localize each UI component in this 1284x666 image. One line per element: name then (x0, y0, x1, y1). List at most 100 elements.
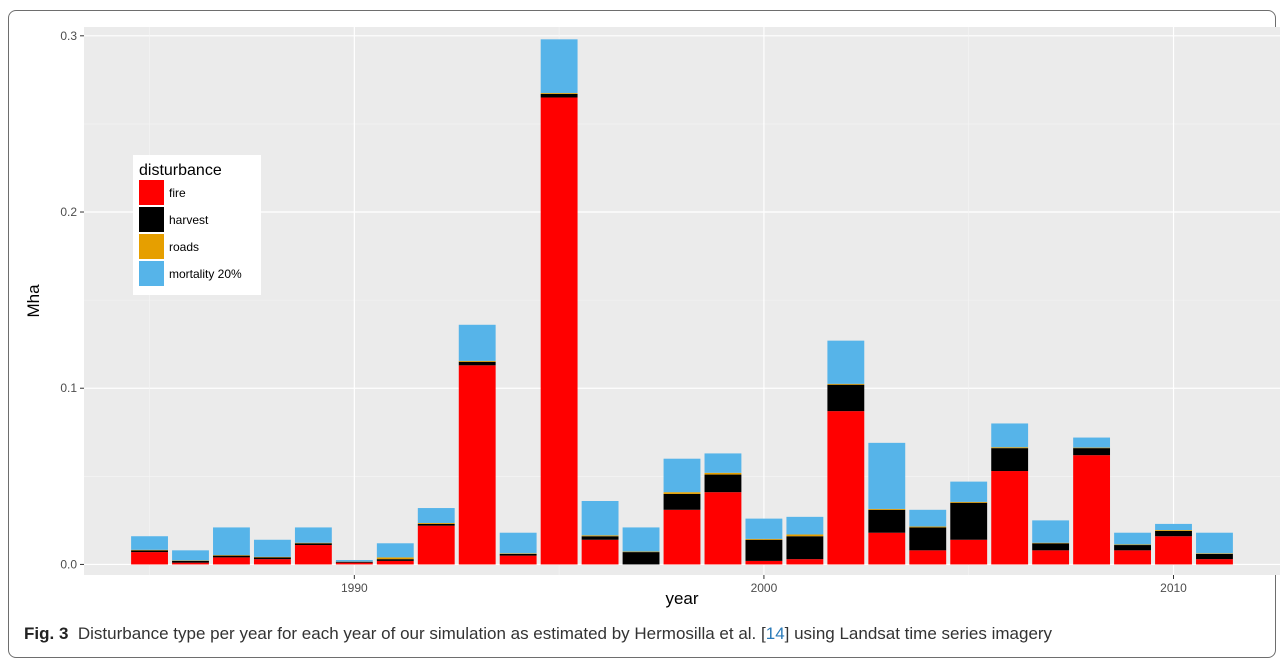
bar-harvest-1999 (704, 474, 742, 493)
bar-fire-1991 (376, 560, 414, 565)
x-axis-title: year (665, 589, 698, 608)
bar-roads-2008 (1073, 447, 1111, 449)
bar-roads-1994 (499, 553, 537, 554)
bar-mortality-20--1990 (335, 560, 373, 562)
caption-label: Fig. 3 (24, 624, 69, 643)
caption-reference-link[interactable]: 14 (765, 624, 785, 643)
bar-mortality-20--1995 (540, 39, 578, 94)
bar-mortality-20--1993 (458, 324, 496, 361)
bar-mortality-20--1991 (376, 543, 414, 558)
bar-harvest-2010 (1155, 530, 1192, 537)
bar-harvest-2007 (1032, 543, 1070, 551)
bar-fire-1992 (417, 525, 455, 565)
legend-swatch-fire (139, 180, 164, 205)
bar-roads-1993 (458, 360, 496, 362)
bar-roads-1996 (581, 535, 619, 537)
bar-harvest-1987 (213, 555, 250, 558)
bar-mortality-20--2002 (827, 340, 865, 384)
bar-mortality-20--1986 (172, 550, 209, 561)
bar-fire-2003 (868, 532, 906, 565)
bar-roads-2000 (745, 538, 783, 540)
bar-fire-1988 (253, 559, 291, 565)
axes: 0.0 0.1 0.2 0.3 1990 2000 2010 (60, 29, 1187, 595)
bar-mortality-20--2003 (868, 442, 906, 509)
bar-harvest-1985 (131, 550, 168, 553)
bar-roads-1988 (253, 556, 291, 558)
bar-fire-2011 (1196, 559, 1233, 565)
bar-harvest-1988 (253, 557, 291, 560)
legend-swatch-mortality-20- (139, 261, 164, 286)
bar-fire-1990 (335, 562, 373, 565)
bar-harvest-2005 (950, 502, 988, 540)
bar-roads-2009 (1114, 544, 1151, 546)
legend-swatch-roads (139, 234, 164, 259)
bar-roads-2007 (1032, 542, 1070, 544)
bar-fire-2005 (950, 539, 988, 565)
bar-roads-2005 (950, 501, 988, 503)
legend-items: fire harvest roads mortality 20% (139, 180, 242, 286)
bar-mortality-20--1994 (499, 532, 537, 554)
y-tick-label: 0.2 (60, 205, 77, 219)
bar-roads-1999 (704, 472, 742, 475)
bar-harvest-2004 (909, 527, 947, 551)
bar-harvest-1998 (663, 493, 701, 510)
y-axis-title: Mha (24, 284, 43, 318)
bar-roads-2002 (827, 383, 865, 385)
bar-fire-2004 (909, 550, 947, 565)
bar-harvest-1997 (622, 552, 660, 565)
bar-fire-1986 (172, 562, 209, 565)
legend-label: roads (169, 240, 199, 254)
bar-roads-1987 (213, 555, 250, 556)
y-tick-label: 0.1 (60, 381, 77, 395)
bar-fire-1995 (540, 97, 578, 565)
y-tick-label: 0.3 (60, 29, 77, 43)
bar-fire-1996 (581, 539, 619, 565)
bar-roads-2006 (991, 447, 1029, 449)
bars (131, 39, 1233, 565)
bar-harvest-1995 (540, 93, 578, 98)
bar-harvest-1990 (335, 561, 373, 563)
bar-mortality-20--2011 (1196, 532, 1233, 554)
x-tick-label: 1990 (341, 581, 368, 595)
bar-roads-2010 (1155, 530, 1192, 531)
bar-fire-1985 (131, 552, 168, 565)
bar-fire-1999 (704, 492, 742, 565)
bar-mortality-20--2004 (909, 509, 947, 527)
bar-harvest-2011 (1196, 553, 1233, 560)
bar-mortality-20--2006 (991, 423, 1029, 448)
bar-fire-1993 (458, 365, 496, 565)
bar-mortality-20--1998 (663, 458, 701, 493)
bar-mortality-20--2009 (1114, 532, 1151, 545)
bar-fire-2009 (1114, 550, 1151, 565)
legend-label: mortality 20% (169, 267, 242, 281)
bar-fire-2010 (1155, 536, 1192, 565)
bar-mortality-20--2005 (950, 481, 988, 502)
bar-roads-1991 (376, 557, 414, 560)
bar-harvest-1991 (376, 559, 414, 561)
bar-mortality-20--1987 (213, 527, 250, 556)
bar-fire-1987 (213, 557, 250, 565)
bar-mortality-20--1992 (417, 508, 455, 524)
x-tick-label: 2000 (751, 581, 778, 595)
bar-harvest-2008 (1073, 448, 1111, 456)
y-tick-label: 0.0 (60, 557, 77, 571)
bar-mortality-20--1996 (581, 500, 619, 536)
bar-mortality-20--2007 (1032, 520, 1070, 543)
bar-mortality-20--1999 (704, 453, 742, 473)
bar-fire-2001 (786, 559, 824, 565)
bar-fire-1989 (294, 545, 332, 565)
bar-roads-2011 (1196, 553, 1233, 554)
bar-roads-2004 (909, 526, 947, 528)
bar-harvest-2003 (868, 509, 906, 533)
bar-harvest-2000 (745, 539, 783, 561)
legend-title: disturbance (139, 162, 222, 179)
bar-mortality-20--2000 (745, 518, 783, 539)
bar-mortality-20--1985 (131, 536, 168, 550)
bar-harvest-2002 (827, 384, 865, 412)
bar-roads-2001 (786, 534, 824, 537)
caption-text-end: ] using Landsat time series imagery (784, 624, 1053, 643)
bar-harvest-1986 (172, 560, 209, 563)
legend-swatch-harvest (139, 207, 164, 232)
bar-fire-2008 (1073, 455, 1111, 565)
